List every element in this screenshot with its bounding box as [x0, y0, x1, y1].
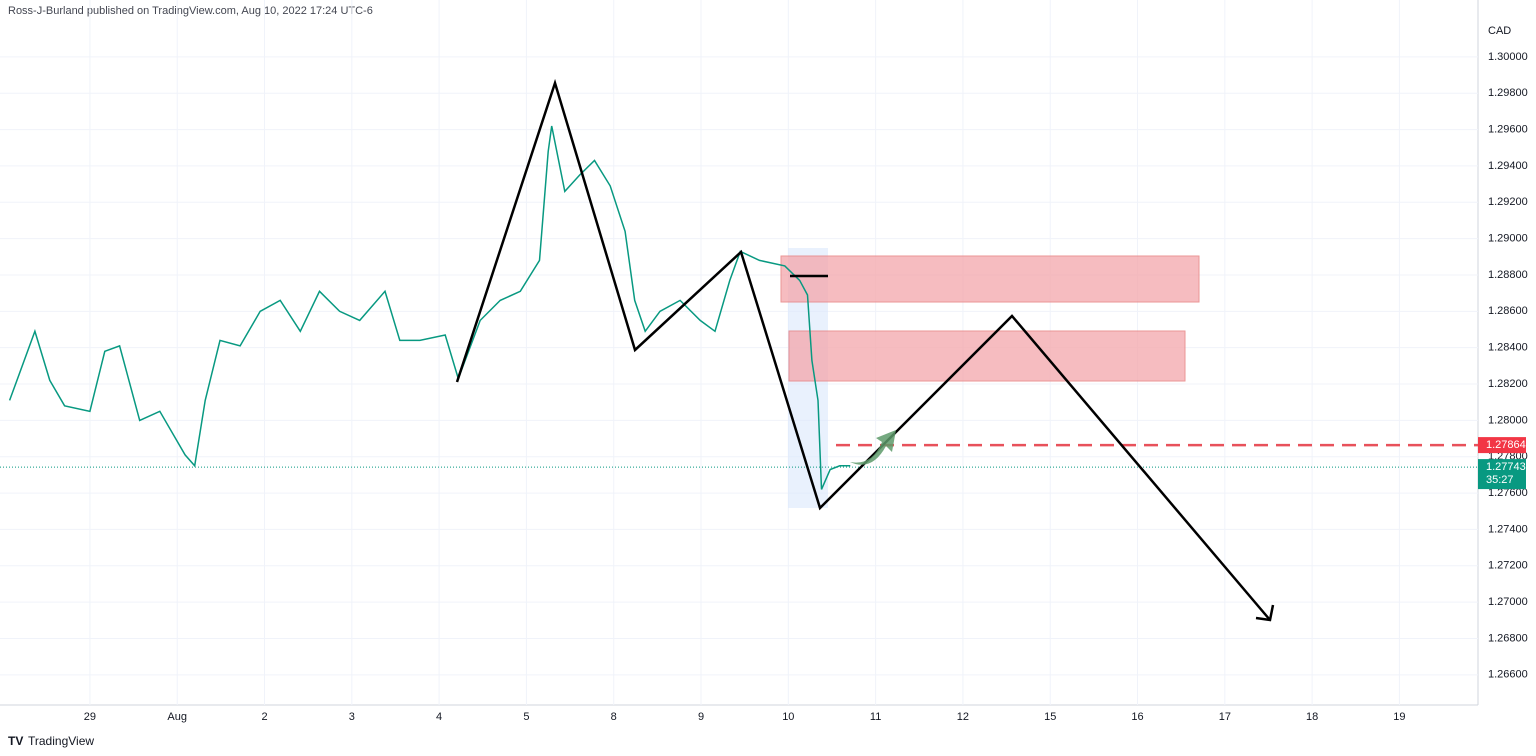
arrow-head [1255, 604, 1275, 622]
last-price-label: 1.27743 [1486, 461, 1526, 473]
y-tick-label: 1.28000 [1488, 414, 1528, 426]
x-tick-label: 16 [1131, 711, 1143, 723]
logo: TV TradingView [8, 734, 94, 748]
y-tick-label: 1.27000 [1488, 596, 1528, 608]
x-tick-label: 10 [782, 711, 794, 723]
y-tick-label: 1.27600 [1488, 487, 1528, 499]
y-tick-label: 1.29800 [1488, 87, 1528, 99]
header: Ross-J-Burland published on TradingView.… [8, 5, 373, 17]
marked-level-badge [1478, 437, 1526, 454]
y-tick-label: 1.28200 [1488, 378, 1528, 390]
bullish-arrow [850, 430, 896, 465]
x-tick-label: 9 [698, 711, 704, 723]
currency: CAD [1488, 25, 1511, 37]
countdown-label: 35:27 [1486, 474, 1514, 486]
x-tick-label: Aug [167, 711, 187, 723]
grid [0, 0, 1478, 705]
x-tick-label: 17 [1219, 711, 1231, 723]
x-tick-label: 3 [349, 711, 355, 723]
y-tick-label: 1.29400 [1488, 160, 1528, 172]
plot [0, 125, 1478, 490]
supply-zone [780, 255, 1200, 303]
y-tick-label: 1.28600 [1488, 305, 1528, 317]
y-tick-label: 1.28800 [1488, 269, 1528, 281]
x-tick-label: 5 [523, 711, 529, 723]
y-tick-label: 1.26800 [1488, 632, 1528, 644]
x-tick-label: 12 [957, 711, 969, 723]
logo-text: TradingView [28, 734, 94, 748]
y-tick-label: 1.29600 [1488, 123, 1528, 135]
x-tick-label: 2 [261, 711, 267, 723]
y-tick-label: 1.29200 [1488, 196, 1528, 208]
pattern-drawing [455, 78, 1271, 621]
supply-zone [788, 330, 1186, 382]
price-line [8, 125, 851, 490]
marked-level-label: 1.27864 [1486, 439, 1526, 451]
x-tick-label: 11 [870, 711, 881, 723]
logo-mark: TV [8, 734, 23, 748]
y-tick-label: 1.26600 [1488, 669, 1528, 681]
x-tick-label: 4 [436, 711, 442, 723]
x-tick-label: 29 [84, 711, 96, 723]
x-tick-label: 15 [1044, 711, 1056, 723]
y-tick-label: 1.27200 [1488, 560, 1528, 572]
x-tick-label: 18 [1306, 711, 1318, 723]
y-tick-label: 1.30000 [1488, 51, 1528, 63]
y-tick-label: 1.28400 [1488, 342, 1528, 354]
x-tick-label: 19 [1393, 711, 1405, 723]
x-tick-label: 8 [611, 711, 617, 723]
y-tick-label: 1.27400 [1488, 523, 1528, 535]
last-price-badge [1478, 459, 1526, 490]
y-tick-label: 1.29000 [1488, 233, 1528, 245]
